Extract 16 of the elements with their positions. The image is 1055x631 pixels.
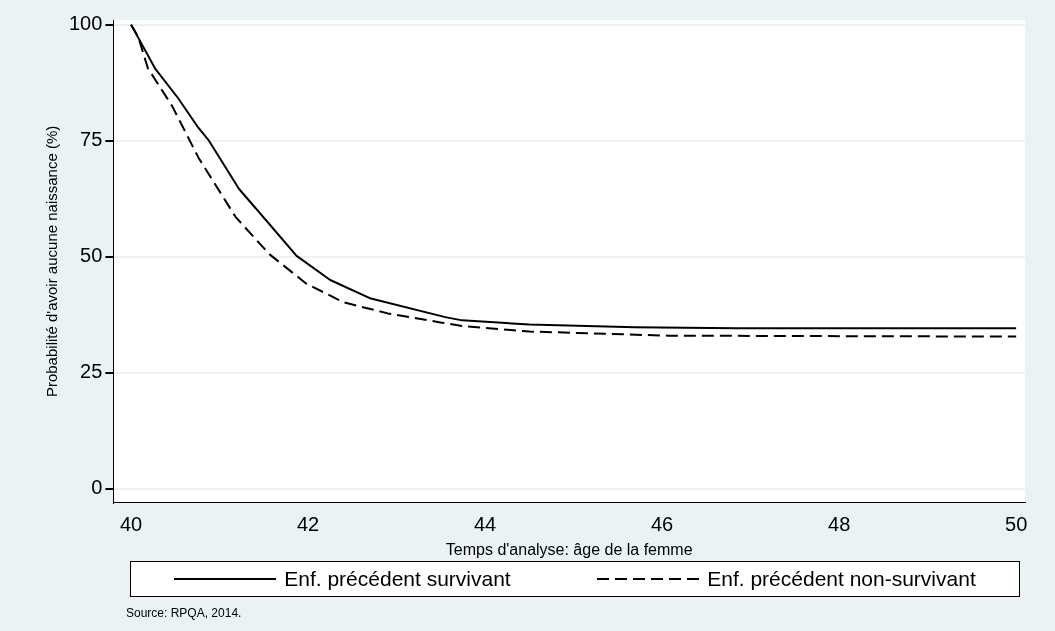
x-tick-label: 40 [119,513,143,536]
y-tick-label: 50 [80,244,103,267]
x-axis-title: Temps d'analyse: âge de la femme [445,540,693,558]
x-tick-label: 48 [828,513,851,536]
y-tick-label: 100 [68,12,103,35]
y-tick-label: 25 [80,360,103,383]
y-tick-label: 0 [91,476,103,499]
x-tick-label: 44 [473,513,497,536]
x-tick-label: 46 [650,513,674,536]
y-axis-title: Probabilité d'avoir aucune naissance (%) [43,125,61,398]
legend-label: Enf. précédent non-survivant [707,567,976,591]
x-tick-label: 50 [1005,513,1028,536]
source-note: Source: RPQA, 2014. [126,606,242,620]
y-tick-label: 75 [80,128,103,151]
legend-label: Enf. précédent survivant [284,567,511,591]
x-tick-label: 42 [296,513,320,536]
